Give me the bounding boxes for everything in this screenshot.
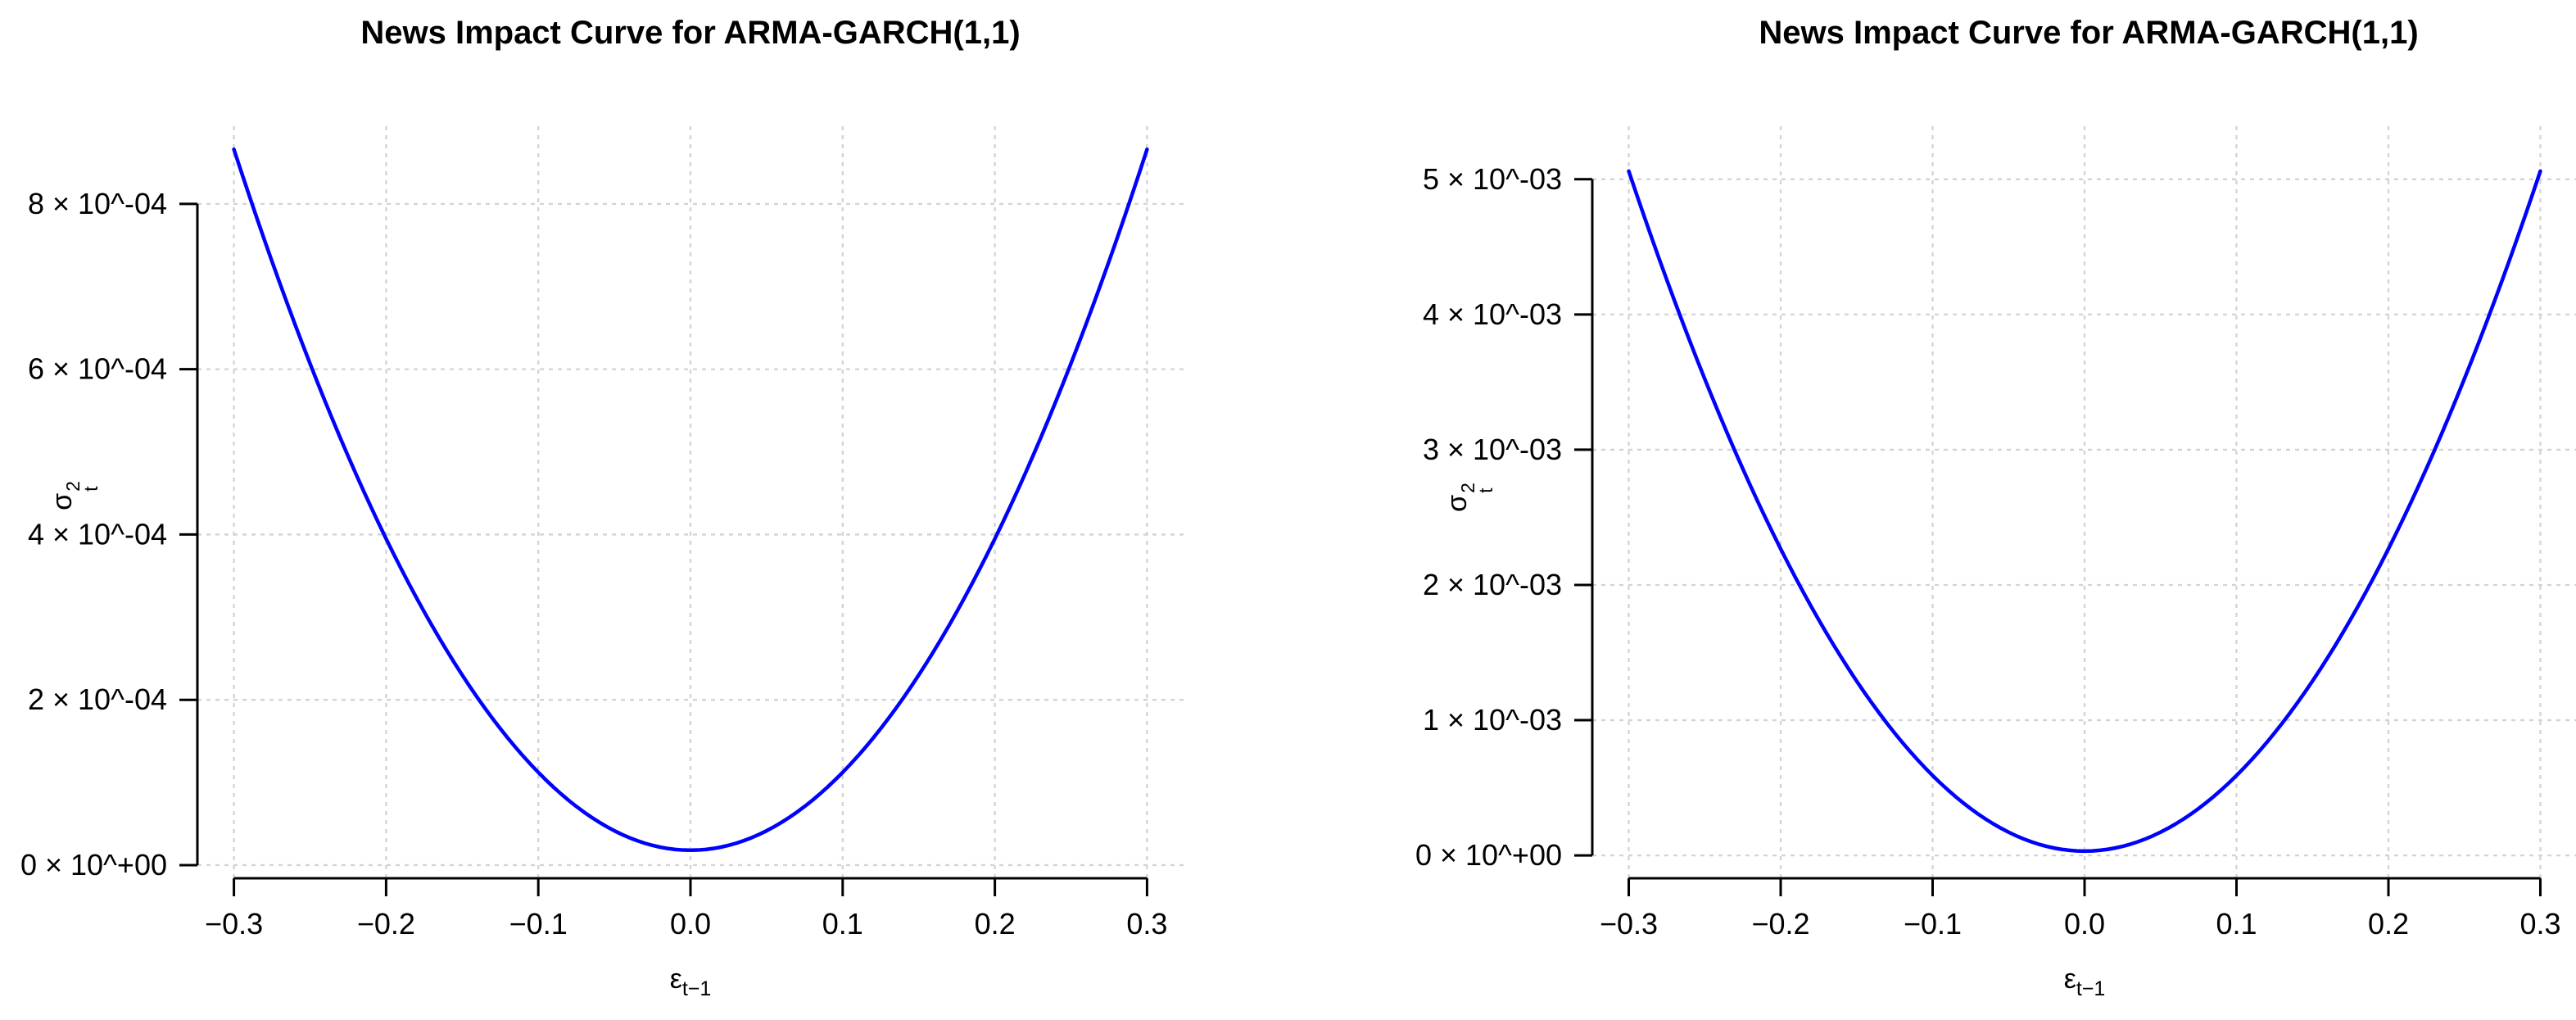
epsilon-subscript: t−1 [2076, 977, 2106, 1000]
y-tick-label: 0 × 10^+00 [20, 848, 167, 882]
x-tick-label: −0.1 [509, 907, 568, 941]
x-tick-label: 0.2 [975, 907, 1016, 941]
chart-panel-2: −0.3 −0.2 −0.1 0.0 0.1 0.2 0.3 0 × 10^+00 1 × 10… [1415, 121, 2576, 941]
x-tick-label: −0.2 [1751, 907, 1809, 941]
y-tick-label: 4 × 10^-04 [28, 517, 167, 551]
panel2-title: News Impact Curve for ARMA-GARCH(1,1) [1759, 15, 2419, 51]
epsilon-symbol: ε [669, 963, 682, 995]
chart-panel-1: −0.3 −0.2 −0.1 0.0 0.1 0.2 0.3 0 × 10^+00 2 × 10… [20, 121, 1184, 941]
sigma-symbol: σ [1441, 494, 1473, 512]
panel1-title: News Impact Curve for ARMA-GARCH(1,1) [360, 15, 1021, 51]
y-tick-label: 2 × 10^-04 [28, 682, 167, 716]
x-tick-label: 0.0 [2064, 907, 2105, 941]
x-tick-label: −0.2 [357, 907, 415, 941]
panel1-x-axis-title: εt−1 [527, 963, 854, 999]
x-tick-label: −0.1 [1904, 907, 1962, 941]
y-tick-label: 4 × 10^-03 [1423, 297, 1562, 331]
y-tick-label: 1 × 10^-03 [1423, 703, 1562, 737]
panel2-x-axis-title: εt−1 [1921, 963, 2248, 999]
y-tick-label: 2 × 10^-03 [1423, 568, 1562, 601]
x-tick-label: 0.1 [822, 907, 863, 941]
x-tick-label: 0.0 [670, 907, 711, 941]
y-tick-label: 0 × 10^+00 [1415, 838, 1562, 872]
x-tick-label: −0.3 [205, 907, 263, 941]
x-tick-label: 0.3 [2519, 907, 2560, 941]
y-tick-label: 3 × 10^-03 [1423, 433, 1562, 466]
epsilon-symbol: ε [2063, 963, 2076, 995]
sigma-symbol: σ [46, 492, 78, 510]
y-tick-label: 8 × 10^-04 [28, 187, 167, 220]
sigma-subscript: t [1475, 487, 1497, 493]
x-tick-label: 0.1 [2216, 907, 2257, 941]
sigma-subscript: t [80, 486, 102, 492]
x-tick-label: 0.2 [2368, 907, 2409, 941]
x-tick-label: −0.3 [1600, 907, 1658, 941]
x-tick-label: 0.3 [1126, 907, 1167, 941]
y-tick-label: 5 × 10^-03 [1423, 162, 1562, 196]
y-tick-label: 6 × 10^-04 [28, 352, 167, 386]
news-impact-curve [1627, 169, 2542, 854]
epsilon-subscript: t−1 [681, 977, 712, 1000]
news-impact-curve [232, 147, 1149, 853]
